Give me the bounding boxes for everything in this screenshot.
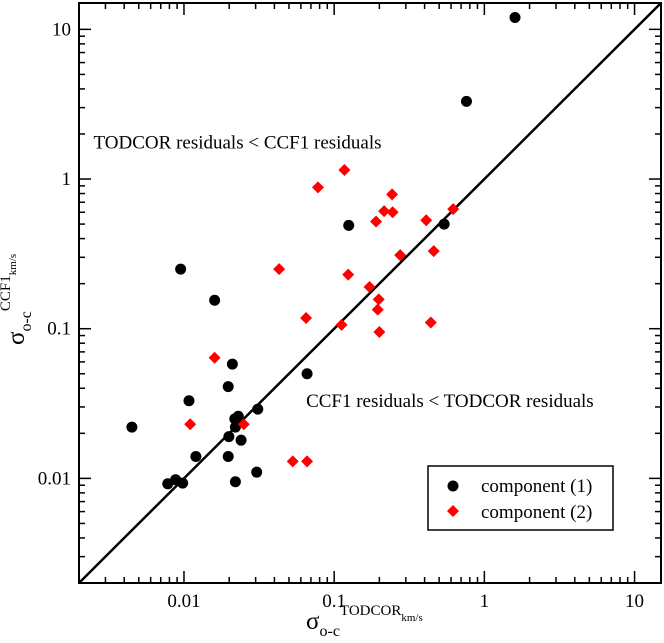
point-component-2 [424,316,437,329]
point-component-2 [335,318,348,331]
plot-frame [78,2,662,584]
point-component-1 [460,95,472,107]
y-axis-label-sup: CCF1 [0,275,14,311]
legend-box [427,465,614,531]
point-component-2 [286,455,299,468]
point-component-1 [232,410,244,422]
point-component-2 [237,418,250,431]
point-component-2 [311,181,324,194]
legend: component (1) component (2) [427,465,614,531]
point-component-2 [386,206,399,219]
point-component-2 [338,163,351,176]
annotation-upper: TODCOR residuals < CCF1 residuals [94,132,382,153]
point-component-1 [251,466,263,478]
point-component-1 [343,219,355,231]
point-component-2 [371,303,384,316]
point-component-1 [177,477,189,489]
y-tick-label: 0.1 [47,319,71,340]
point-component-2 [301,455,314,468]
point-component-1 [222,451,234,463]
x-tick-label: 0.1 [322,591,346,612]
y-tick-label: 0.01 [38,468,71,489]
point-component-2 [363,280,376,293]
y-tick-label: 1 [62,169,72,190]
x-tick-label: 1 [480,591,490,612]
point-component-2 [370,215,383,228]
x-axis-label-sub: o-c [319,623,339,640]
point-component-2 [394,249,407,262]
x-tick-label: 10 [625,591,644,612]
point-component-2 [273,263,286,276]
point-component-2 [447,203,460,216]
point-component-2 [342,268,355,281]
point-component-1 [209,294,221,306]
y-axis-label-supsub: km/s [7,254,19,275]
data-points-layer [126,12,521,490]
point-component-2 [386,188,399,201]
point-component-1 [190,451,202,463]
x-axis-label-main: σ [306,608,320,635]
point-component-2 [378,205,391,218]
point-component-1 [301,368,313,380]
reference-line-layer [78,2,662,584]
point-component-2 [208,351,221,364]
point-component-1 [126,421,138,433]
point-component-1 [226,358,238,370]
point-component-1 [235,434,247,446]
x-axis-label: σo-cTODCORkm/s [306,603,423,640]
x-axis-label-sup: TODCOR [340,603,401,619]
point-component-2 [184,418,197,431]
x-tick-label: 0.01 [167,591,200,612]
point-component-1 [229,476,241,488]
point-component-1 [252,403,264,415]
point-component-2 [373,326,386,339]
legend-label-component-2: component (2) [481,502,592,523]
point-component-1 [175,263,187,275]
point-component-1 [509,12,521,24]
point-component-2 [427,245,440,258]
legend-marker-component-1 [447,480,459,492]
y-axis-label-main: σ [3,331,30,345]
y-axis-label-sub: o-c [18,311,35,331]
point-component-1 [438,218,450,230]
tick-labels: 0.01 0.1 1 10 0.01 0.1 1 10 [38,19,644,612]
annotation-lower: CCF1 residuals < TODCOR residuals [306,391,594,412]
point-component-1 [223,431,235,443]
point-component-1 [183,395,195,407]
reference-line-y-equals-x [78,2,662,584]
point-component-2 [372,293,385,306]
y-axis-label: σo-c CCF1km/s [0,254,35,345]
x-axis-label-supsub: km/s [401,612,422,624]
point-component-2 [300,311,313,324]
legend-label-component-1: component (1) [481,476,592,497]
y-tick-label: 10 [52,19,71,40]
legend-marker-component-2 [447,505,459,517]
point-component-2 [420,214,433,227]
point-component-1 [222,381,234,393]
